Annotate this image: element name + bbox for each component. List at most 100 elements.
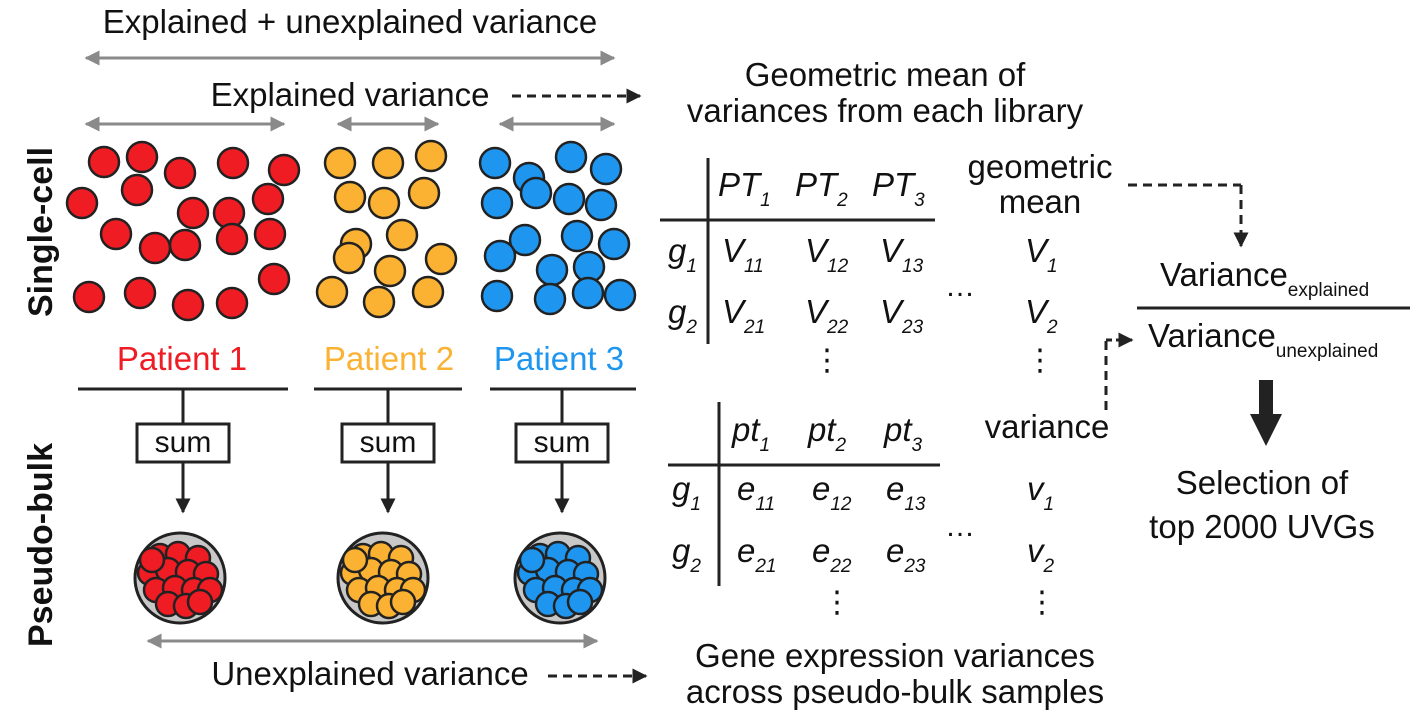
table-vertical-ellipsis: ⋮ [812,344,842,377]
patient-2-cells [315,139,458,319]
selection-label-line1: Selection of [1176,464,1349,501]
table-row-header: g2 [672,532,701,577]
patient-2-cell [373,254,407,288]
patient-2-cell [315,275,349,309]
patient-1-label: Patient 1 [117,340,247,377]
table-column-header: pt2 [807,411,847,456]
patient-3-bulk-cell [566,588,594,616]
patient-1-cell [168,228,202,262]
patient-1-cell [99,217,133,251]
patient-2-cell [367,186,401,220]
patient-3-cell [560,219,594,253]
table-cell: V22 [805,293,849,338]
patient-1-bulk-cell [138,546,166,574]
table-cell: e11 [737,470,775,515]
table-vertical-ellipsis: ⋮ [1025,344,1055,377]
pseudo-bulk-dish-patient-2 [336,531,430,625]
sum-label-patient-2: sum [360,426,417,459]
patient-3-cell [508,223,542,257]
table-cell: V12 [805,232,849,277]
patient-2-cell [371,146,405,180]
patient-1-cell [125,140,159,174]
gene-var-description-line2: across pseudo-bulk samples [686,673,1104,710]
patient-3-cell [589,152,623,186]
sum-label-patient-3: sum [534,426,591,459]
table-cell: V11 [722,232,764,277]
patient-2-cell [424,242,458,276]
table-vertical-ellipsis: ⋮ [822,586,852,619]
gene-var-description-line1: Gene expression variances [695,637,1095,674]
table-row-header: g1 [668,232,697,277]
patient-1-cell [163,156,197,190]
patient-2-cell [407,176,441,210]
patient-1-bulk-cell [186,588,214,616]
patient-3-sum-flow: sum [490,387,636,514]
patient-1-cell [87,145,121,179]
table-cell: V21 [722,293,765,338]
patient-2-cell [323,146,357,180]
patient-2-cell [411,275,445,309]
pseudo-bulk-label: Pseudo-bulk [22,443,60,647]
patient-2-label: Patient 2 [324,340,454,377]
patient-3-cell [597,227,631,261]
patient-2-cell [414,139,448,173]
patient-1-cell [215,286,249,320]
table-horizontal-ellipsis: … [945,270,975,303]
patient-3-cell [571,276,605,310]
patient-2-bulk-cell [341,546,369,574]
patient-1-cell [251,182,285,216]
single-cell-label: Single-cell [22,147,60,317]
patient-3-cell [480,186,514,220]
table-result: v1 [1027,470,1054,515]
patient-1-cell [171,288,205,322]
patient-3-cell [533,282,567,316]
table-column-header: PT2 [795,166,848,211]
table-cell: V23 [880,293,924,338]
table-vertical-ellipsis: ⋮ [1027,586,1057,619]
patient-1-cells [65,140,301,322]
table-horizontal-ellipsis: … [945,510,975,543]
ratio-denominator: Varianceunexplained [1148,317,1378,362]
table-cell: e21 [737,532,777,577]
geo-mean-description-line2: variances from each library [687,92,1084,129]
patient-3-cell [535,253,569,287]
patient-1-cell [253,217,287,251]
patient-1-cell [123,276,157,310]
sum-label-patient-1: sum [155,426,212,459]
variance-ratio: Varianceexplained Varianceunexplained [1137,256,1410,362]
pseudo-bulk-dish-patient-3 [513,531,607,625]
table-cell: e22 [812,532,852,577]
pseudo-bulk-variance-table: pt1 pt2 pt3 g1 e11 e12 e13 v1 g2 e21 e22 e23 v2 … ⋮ ⋮ [668,402,1057,619]
patient-3-cell [552,182,586,216]
patient-1-cell [176,196,210,230]
table-cell: e23 [886,532,926,577]
table-cell: e12 [812,470,852,515]
patient-3-cell [584,188,618,222]
single-cell-variance-table: PT1 PT2 PT3 g1 V11 V12 V13 V1 g2 V21 V22 V23 V2 … ⋮ ⋮ [660,158,1058,377]
table-result: v2 [1027,532,1055,577]
patient-1-cell [120,173,154,207]
patient-2-sum-flow: sum [314,387,462,514]
patient-2-cell [332,241,366,275]
geometric-mean-label-line2: mean [999,183,1082,220]
geometric-mean-label-line1: geometric [968,148,1113,185]
patient-1-sum-flow: sum [78,387,288,514]
patient-2-cell [385,218,419,252]
table-result: V1 [1025,232,1058,277]
patient-1-cell [215,222,249,256]
patient-1-cell [216,146,250,180]
patient-1-cell [72,280,106,314]
patient-2-cell [333,180,367,214]
patient-3-label: Patient 3 [494,340,624,377]
selection-arrow [1250,380,1282,446]
patient-3-cell [480,279,514,313]
total-variance-label: Explained + unexplained variance [103,3,597,40]
geo-mean-description-line1: Geometric mean of [745,56,1026,93]
patient-1-cell [257,262,291,296]
unexplained-variance-label: Unexplained variance [211,655,528,692]
table-column-header: pt1 [731,411,770,456]
table-column-header: PT3 [872,166,925,211]
table-column-header: pt3 [883,411,923,456]
patient-3-cell [483,239,517,273]
